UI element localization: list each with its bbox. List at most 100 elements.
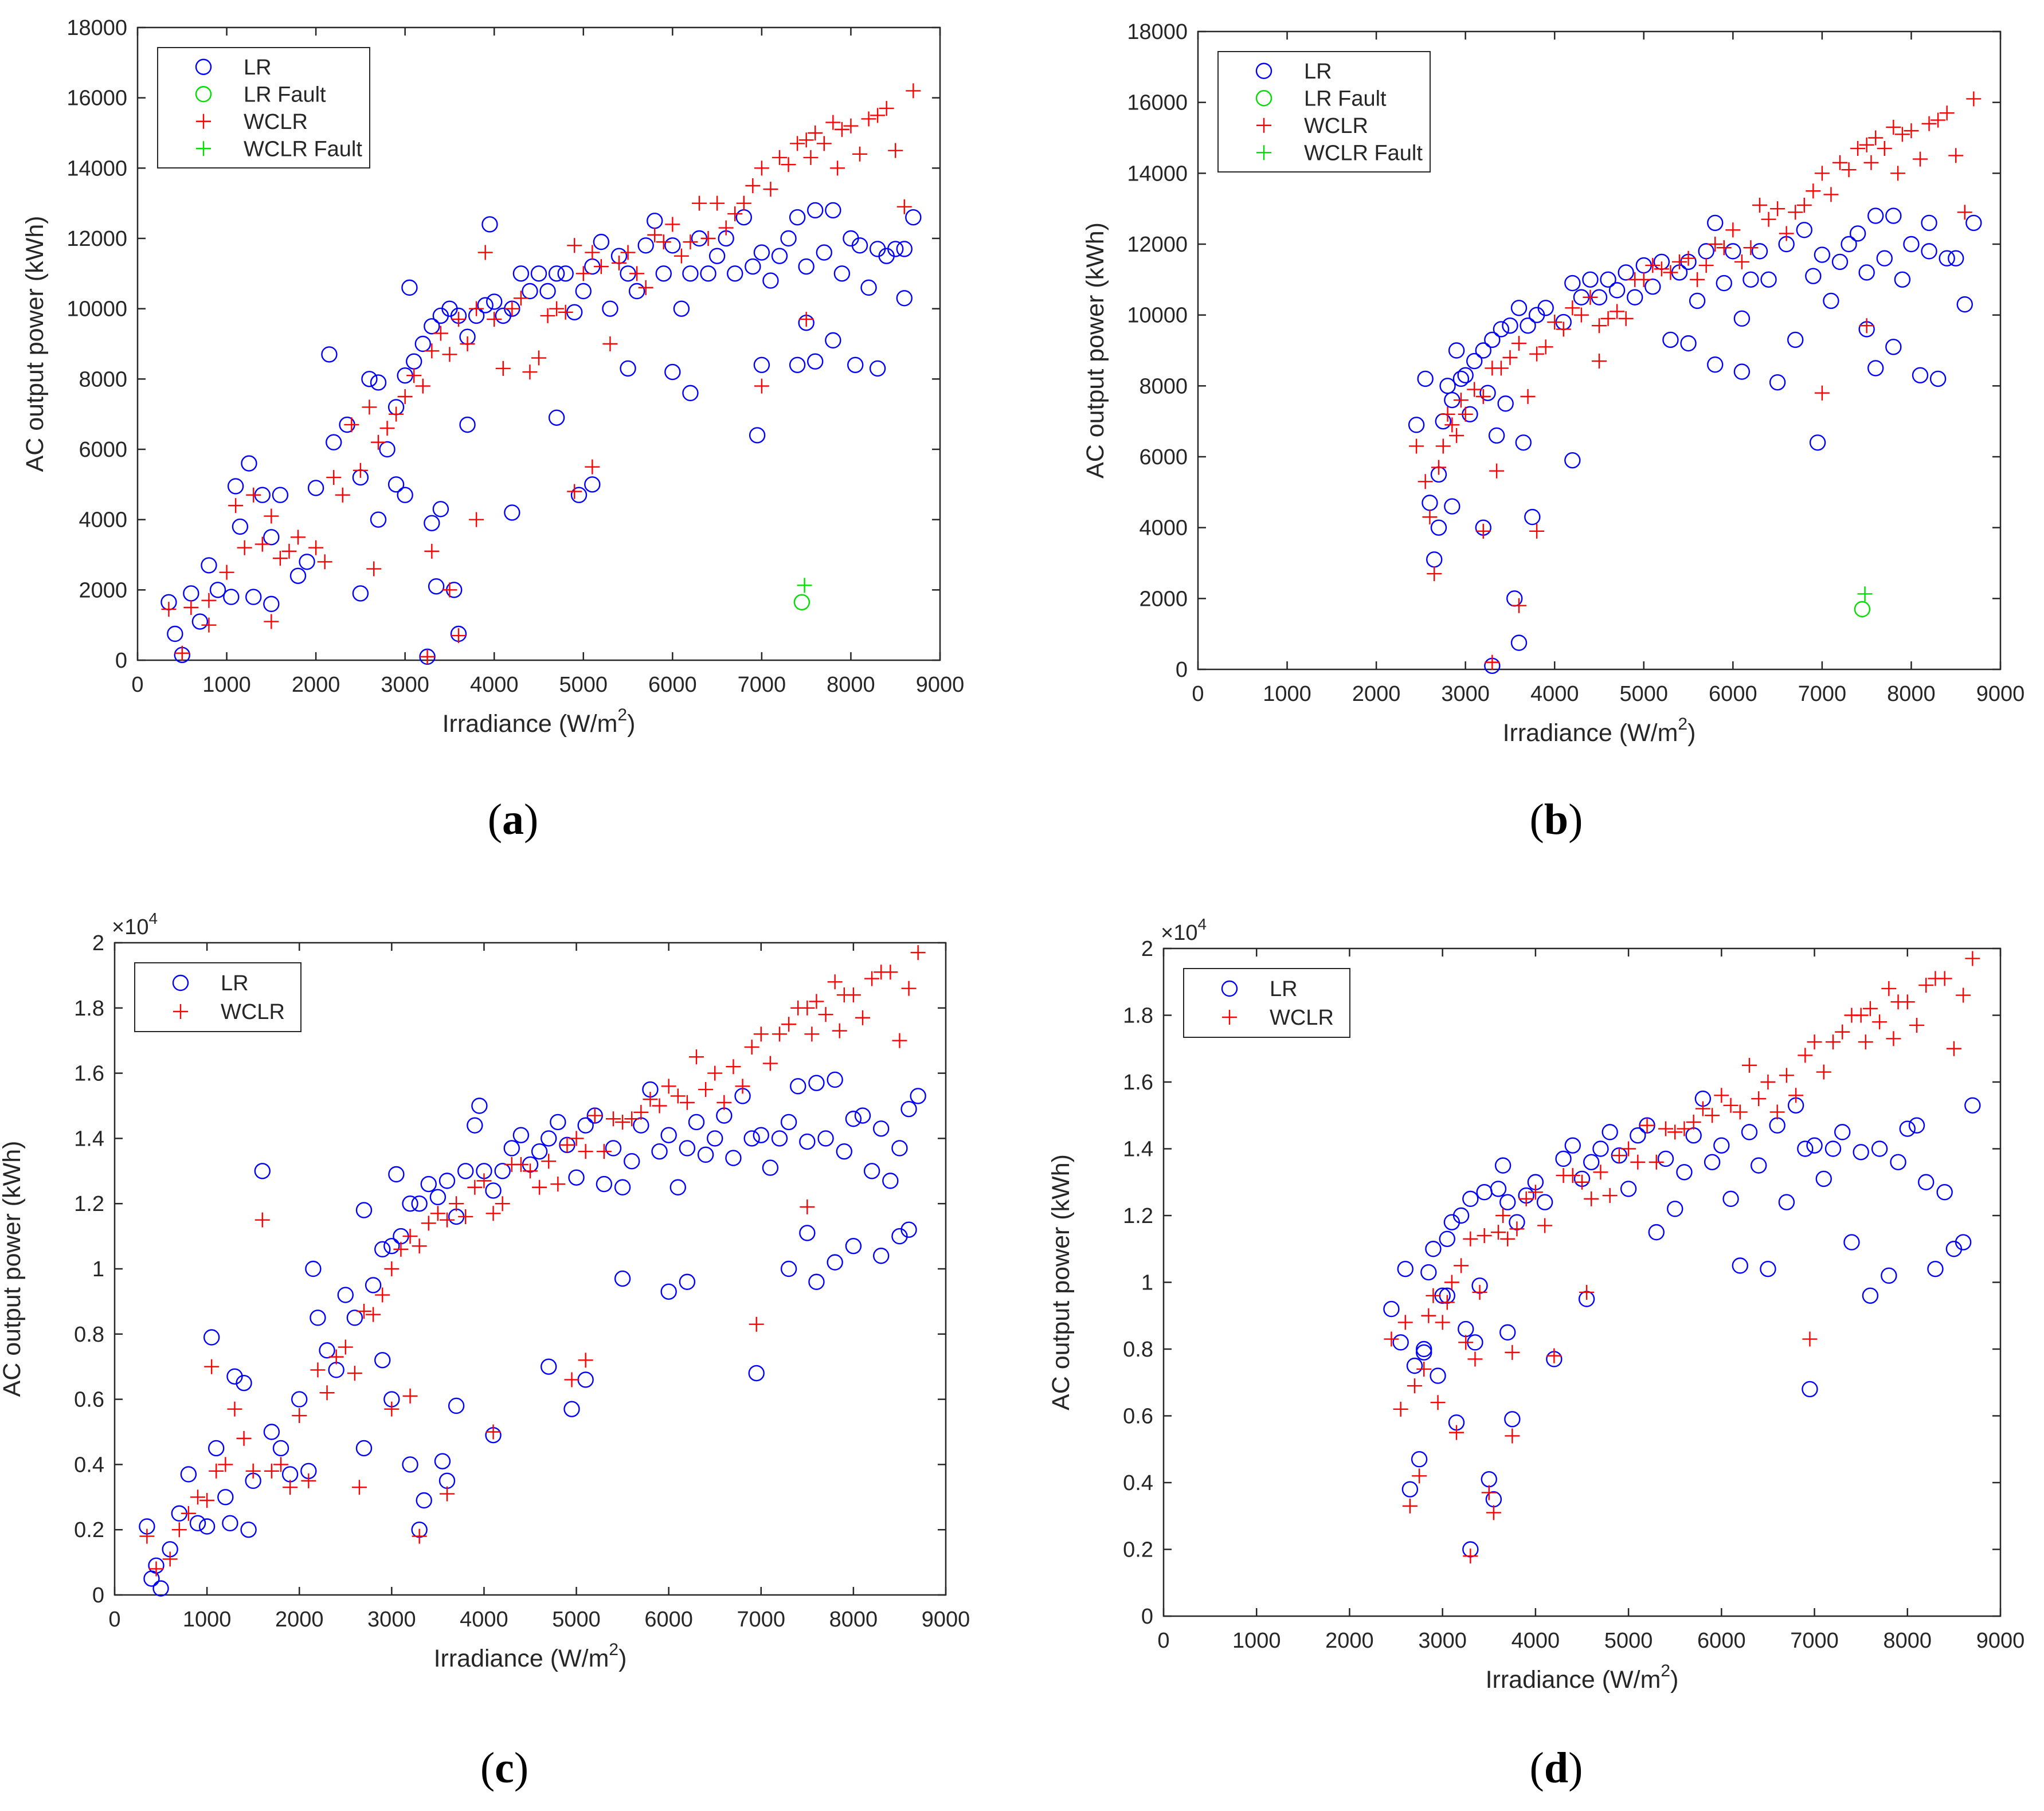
data-point (568, 1169, 585, 1186)
data-point (548, 265, 565, 282)
data-point (397, 487, 413, 503)
data-point (1708, 237, 1723, 252)
data-point (638, 280, 653, 295)
data-point (352, 585, 369, 602)
data-point (1439, 1295, 1455, 1310)
data-point (1583, 1154, 1600, 1171)
data-point (424, 318, 440, 335)
axes-frame: 0 1000 2000 3000 4000 5000 6000 7000 8000 9000 0 20… (66, 16, 964, 697)
data-point (707, 1130, 723, 1147)
data-point (1890, 1154, 1906, 1171)
data-point (523, 1163, 538, 1179)
data-point (283, 1480, 298, 1495)
data-point (307, 480, 324, 496)
y-tick-label: 1.2 (1123, 1204, 1153, 1228)
data-point (692, 195, 707, 211)
data-point (1564, 452, 1581, 469)
data-point (451, 312, 466, 327)
data-point (727, 265, 743, 282)
data-point (1871, 1140, 1888, 1157)
x-tick-label: 8000 (829, 1608, 878, 1632)
data-point (772, 1026, 787, 1042)
data-point (896, 199, 912, 214)
data-point (1787, 331, 1804, 348)
data-point (1593, 1165, 1608, 1180)
data-point (1467, 382, 1482, 397)
data-point (564, 1372, 579, 1387)
data-point (669, 1179, 686, 1195)
x-tick-label: 3000 (381, 673, 429, 697)
data-point (1824, 1140, 1842, 1157)
data-point (201, 557, 217, 574)
data-point (305, 1260, 322, 1277)
y-tick-label: 1.8 (74, 997, 104, 1021)
legend-marker (1256, 145, 1271, 160)
data-point (679, 1095, 695, 1110)
data-point (512, 1127, 530, 1143)
data-point (201, 593, 217, 608)
data-point (1466, 352, 1483, 370)
data-point (593, 259, 609, 275)
y-tick-label: 10000 (1127, 304, 1188, 328)
data-point (1815, 1170, 1832, 1187)
y-tick-label: 0.6 (74, 1388, 104, 1412)
data-point (328, 1349, 344, 1365)
x-tick-label: 0 (1157, 1629, 1169, 1653)
data-point (1770, 201, 1785, 217)
data-point (263, 1424, 280, 1440)
data-point (1832, 155, 1847, 170)
data-point (1734, 254, 1749, 269)
data-point (1427, 566, 1442, 582)
data-point (808, 126, 823, 140)
data-point (1393, 1401, 1408, 1417)
data-point (575, 283, 592, 300)
y-tick-label: 14000 (1127, 162, 1188, 186)
data-point (1502, 350, 1518, 365)
y-tick-label: 6000 (1139, 445, 1188, 469)
y-tick-label: 1.8 (1123, 1004, 1153, 1028)
data-point (1493, 360, 1509, 376)
data-point (753, 1127, 769, 1143)
data-point (310, 1362, 326, 1378)
data-point (1397, 1315, 1413, 1330)
data-point (337, 1287, 354, 1303)
data-point (532, 1179, 547, 1195)
x-tick-label: 5000 (1604, 1629, 1653, 1653)
y-tick-label: 4000 (1139, 516, 1188, 540)
data-point (355, 1202, 373, 1218)
legend-label: LR (1304, 60, 1332, 84)
x-tick-label: 0 (1192, 682, 1204, 706)
data-point (203, 1329, 220, 1346)
data-point (292, 1408, 307, 1424)
data-point (615, 1114, 631, 1130)
data-point (321, 346, 338, 363)
y-tick-label: 18000 (1127, 20, 1188, 44)
data-point (1751, 243, 1768, 260)
data-point (1497, 395, 1514, 412)
x-tick-label: 1000 (202, 673, 251, 697)
data-point (1536, 1194, 1553, 1210)
data-point (1927, 1260, 1944, 1277)
data-point (420, 1175, 437, 1193)
data-point (1778, 1194, 1795, 1210)
y-tick-label: 4000 (79, 508, 127, 532)
data-point (241, 455, 257, 472)
data-point (900, 1100, 917, 1118)
data-point (1858, 1034, 1873, 1050)
data-point (1412, 1468, 1427, 1484)
data-point (1894, 127, 1910, 142)
data-point (863, 1163, 880, 1179)
legend-label: WCLR Fault (1304, 141, 1423, 165)
data-point (319, 1342, 335, 1359)
data-point (1422, 509, 1438, 525)
data-point (854, 1107, 871, 1124)
data-point (682, 265, 699, 282)
data-point (1761, 211, 1776, 227)
x-axis-label: Irradiance (W/m2) (1486, 1661, 1679, 1694)
data-point (1909, 1017, 1924, 1033)
data-point (232, 518, 249, 535)
data-point (264, 1463, 279, 1479)
data-point (531, 1143, 548, 1160)
data-point (1458, 1335, 1474, 1350)
data-point (780, 230, 797, 247)
